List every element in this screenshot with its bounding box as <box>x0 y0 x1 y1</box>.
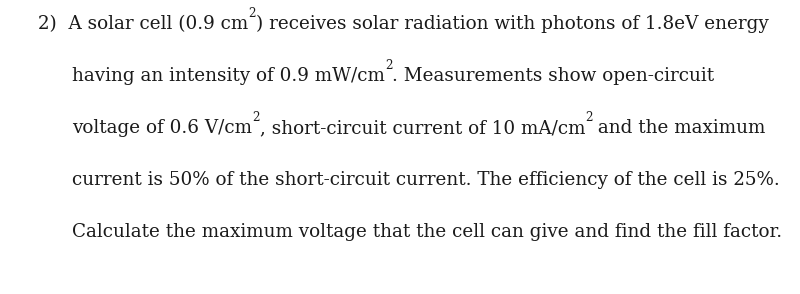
Text: , short-circuit current of 10 mA/cm: , short-circuit current of 10 mA/cm <box>259 119 585 137</box>
Text: 2)  A solar cell (0.9 cm: 2) A solar cell (0.9 cm <box>38 15 248 33</box>
Text: 2: 2 <box>585 111 593 124</box>
Text: 2: 2 <box>248 7 256 20</box>
Text: having an intensity of 0.9 mW/cm: having an intensity of 0.9 mW/cm <box>72 67 385 85</box>
Text: current is 50% of the short-circuit current. The efficiency of the cell is 25%.: current is 50% of the short-circuit curr… <box>72 171 780 189</box>
Text: 2: 2 <box>252 111 259 124</box>
Text: 2: 2 <box>385 59 392 72</box>
Text: . Measurements show open-circuit: . Measurements show open-circuit <box>392 67 714 85</box>
Text: Calculate the maximum voltage that the cell can give and find the fill factor.: Calculate the maximum voltage that the c… <box>72 223 782 241</box>
Text: voltage of 0.6 V/cm: voltage of 0.6 V/cm <box>72 119 252 137</box>
Text: ) receives solar radiation with photons of 1.8eV energy: ) receives solar radiation with photons … <box>256 15 769 33</box>
Text: and the maximum: and the maximum <box>593 119 766 137</box>
